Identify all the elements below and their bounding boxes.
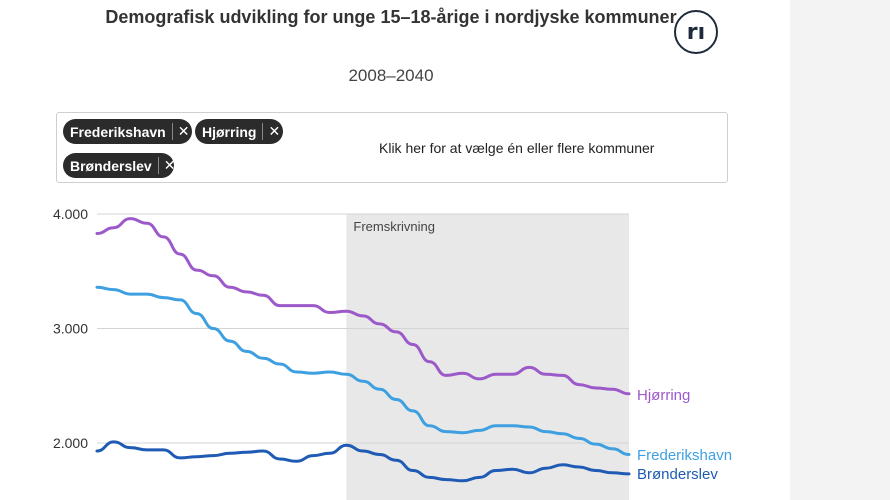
right-sidebar [790, 0, 890, 500]
chip-label: Hjørring [202, 123, 257, 140]
series-label-bronderslev: Brønderslev [637, 466, 718, 483]
chart-title: Demografisk udvikling for unge 15–18-åri… [105, 7, 677, 27]
series-line-bronderslev [95, 440, 631, 483]
chip-frederikshavn: Frederikshavn ✕ [63, 119, 192, 144]
series-label-hjorring: Hjørring [637, 387, 690, 404]
chip-hjorring: Hjørring ✕ [195, 119, 283, 144]
y-tick-label: 4.000 [53, 206, 88, 222]
remove-frederikshavn-icon[interactable]: ✕ [171, 123, 196, 140]
series-label-frederikshavn: Frederikshavn [637, 447, 732, 464]
chip-bronderslev: Brønderslev ✕ [63, 153, 175, 178]
y-tick-label: 2.000 [53, 435, 88, 451]
selector-prompt: Klik her for at vælge én eller flere kom… [379, 140, 655, 156]
chart-subtitle: 2008–2040 [348, 66, 434, 85]
projection-band [346, 214, 629, 500]
series-line-frederikshavn [95, 285, 631, 456]
remove-bronderslev-icon[interactable]: ✕ [157, 157, 182, 174]
municipality-selector[interactable]: Frederikshavn ✕ Hjørring ✕ Brønderslev ✕… [56, 112, 728, 183]
chip-label: Brønderslev [70, 157, 152, 174]
projection-label: Fremskrivning [353, 219, 435, 234]
remove-hjorring-icon[interactable]: ✕ [262, 123, 286, 140]
chip-label: Frederikshavn [70, 123, 166, 140]
line-chart: Fremskrivning 2.000 3.000 4.000 Hjørring Fred… [53, 206, 732, 500]
series-line-hjorring [95, 217, 631, 396]
logo-icon: rı [674, 10, 718, 54]
y-tick-label: 3.000 [53, 321, 88, 337]
